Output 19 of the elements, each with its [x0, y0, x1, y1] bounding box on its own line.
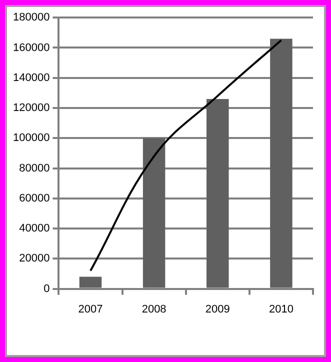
y-tick-label: 20000	[19, 252, 50, 265]
bar	[206, 98, 229, 288]
y-tick-label: 100000	[12, 132, 50, 144]
bar	[142, 138, 166, 288]
line-series	[89, 39, 282, 272]
bar	[79, 276, 102, 288]
y-tick-label: 180000	[12, 12, 50, 24]
y-tick-label: 120000	[12, 102, 50, 114]
x-tick-label: 2008	[142, 303, 166, 316]
x-tick-label: 2010	[268, 303, 294, 316]
y-tick-label: 60000	[19, 192, 50, 204]
y-tick-label: 0	[44, 282, 50, 295]
x-tick-label: 2007	[78, 303, 103, 316]
x-tick-label: 2009	[205, 303, 230, 316]
y-tick-label: 80000	[19, 162, 50, 174]
y-tick-label: 140000	[12, 72, 50, 84]
bar	[270, 38, 292, 288]
y-tick-label: 40000	[19, 222, 50, 235]
y-tick-label: 160000	[12, 42, 50, 54]
